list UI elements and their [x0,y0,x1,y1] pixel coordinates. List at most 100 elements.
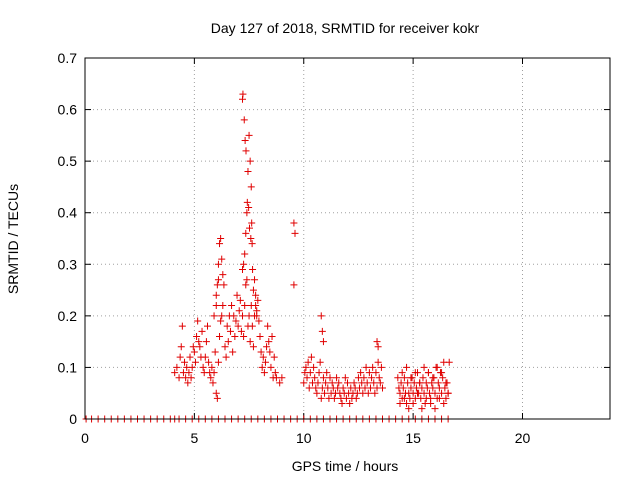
data-point [234,322,242,330]
data-point [268,332,276,340]
y-axis: 0 0.1 0.2 0.3 0.4 0.5 0.6 0.7 [58,50,610,427]
data-point [264,322,272,330]
data-point [242,229,250,237]
data-point [403,363,411,371]
data-point [260,369,268,377]
data-point [231,332,239,340]
data-point [278,374,286,382]
data-point [194,317,202,325]
data-point [365,369,373,377]
data-point [189,343,197,351]
data-point [214,358,222,366]
data-point [214,260,222,268]
data-point [307,353,315,361]
data-point [445,358,453,366]
data-point [397,379,405,387]
data-point [243,276,251,284]
data-point [185,369,193,377]
data-point [245,204,253,212]
data-point [416,379,424,387]
data-point [171,369,179,377]
data-point [330,394,338,402]
data-point [181,358,189,366]
data-point [429,384,437,392]
x-tick-label: 15 [405,430,421,446]
data-point [213,394,221,402]
data-point [363,379,371,387]
data-point [305,384,313,392]
data-point [211,348,219,356]
data-point [431,389,439,397]
data-point [322,379,330,387]
data-point [220,281,228,289]
x-axis: 0 5 10 15 20 [81,58,530,446]
data-point [239,312,246,320]
data-point [427,400,435,408]
data-point [424,369,432,377]
data-point [246,157,254,165]
data-point [252,302,260,310]
data-point [374,343,382,351]
data-point [243,209,251,217]
y-axis-label: SRMTID / TECUs [5,184,21,294]
data-point [276,379,284,387]
data-point [405,405,413,413]
data-point [291,229,299,237]
data-point [313,389,321,397]
data-point [258,363,266,371]
data-point [175,374,183,382]
y-tick-label: 0.4 [58,205,78,221]
data-point [241,250,249,258]
data-point [190,348,198,356]
data-point [230,312,238,320]
data-point [199,363,207,371]
data-point [341,374,349,382]
data-point [403,400,411,408]
data-point [251,276,259,284]
data-point [237,327,245,335]
data-point [243,198,251,206]
data-point [207,374,215,382]
grid-lines [85,58,610,419]
data-point [210,369,218,377]
data-point [434,379,442,387]
data-point [314,379,322,387]
data-point [431,405,439,413]
data-point [352,394,360,402]
data-point [239,90,247,98]
data-point [252,291,260,299]
data-point [441,384,449,392]
data-point [265,338,273,346]
data-point [300,379,308,387]
data-point [414,389,421,397]
data-point [259,353,267,361]
data-point [377,363,385,371]
data-point [240,260,248,268]
data-point [440,400,448,408]
data-point [304,358,312,366]
data-point [323,369,331,377]
y-tick-label: 0.1 [58,359,78,375]
data-point [219,271,227,279]
data-point [209,379,217,387]
x-tick-label: 0 [81,430,89,446]
data-point [438,389,446,397]
data-point [224,338,232,346]
data-point [317,394,325,402]
data-point [195,338,203,346]
data-point [360,374,368,382]
data-point [201,353,209,361]
data-point [266,348,274,356]
data-point [398,369,406,377]
data-point [310,363,318,371]
data-point [217,317,225,325]
data-point [375,374,383,382]
data-point [242,281,250,289]
data-point [233,291,241,299]
data-point [418,405,426,413]
data-point [253,312,261,320]
data-point [173,363,181,371]
data-point [442,379,450,387]
data-point [321,389,329,397]
data-point [370,379,378,387]
